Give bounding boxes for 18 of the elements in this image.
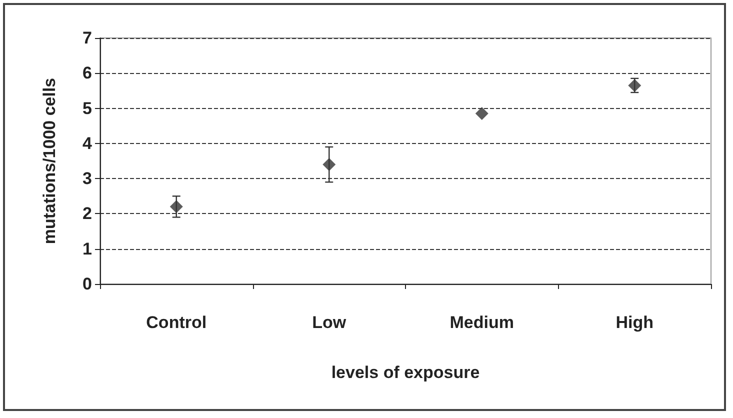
y-tick-label: 5	[82, 98, 92, 118]
y-tick-label: 1	[82, 239, 92, 258]
y-axis-title: mutations/1000 cells	[40, 78, 59, 244]
point	[475, 107, 488, 120]
point	[322, 158, 336, 172]
point	[628, 78, 642, 92]
y-tick-label: 2	[82, 204, 92, 224]
x-tick-label: Control	[146, 313, 207, 332]
y-tick-label: 4	[82, 134, 93, 153]
x-tick-label: High	[616, 313, 654, 332]
x-tick-label: Low	[312, 313, 347, 332]
y-tick-label: 0	[82, 274, 92, 294]
point	[170, 200, 183, 214]
y-tick-label: 6	[82, 64, 92, 83]
y-tick-label: 3	[82, 169, 92, 188]
y-tick-label: 7	[82, 28, 92, 48]
x-tick-label: Medium	[450, 313, 514, 332]
x-axis-title: levels of exposure	[331, 363, 480, 382]
